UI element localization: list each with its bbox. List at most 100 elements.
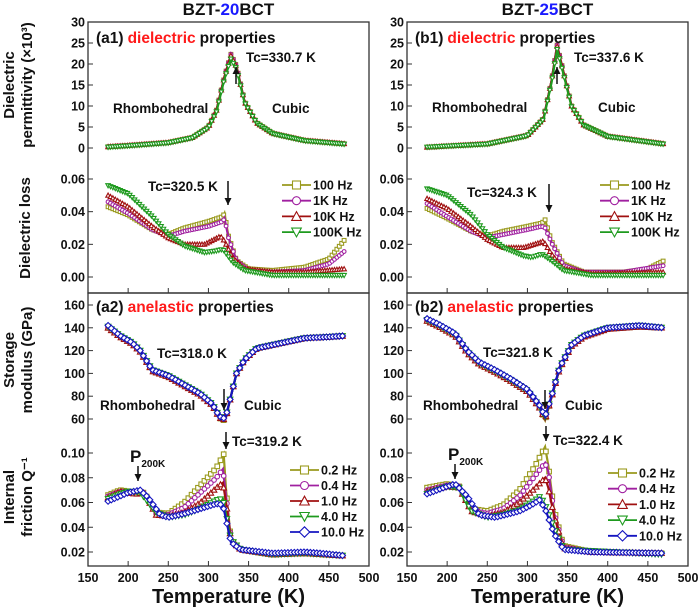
phase-rhombohedral: Rhombohedral — [113, 101, 208, 116]
data-point — [660, 263, 666, 269]
legend-marker — [616, 498, 629, 509]
series-10.0hz — [423, 480, 666, 557]
data-point — [532, 482, 540, 490]
y-tick-label: 140 — [64, 321, 85, 335]
x-axis-label: Temperature (K) — [152, 586, 305, 608]
panel-title: BZT-20BCT — [183, 0, 275, 19]
y-tick-label: 0.00 — [380, 271, 404, 285]
legend-label: 10.0 Hz — [321, 526, 364, 540]
y-tick-label: 160 — [64, 299, 85, 313]
legend-marker — [290, 210, 303, 221]
data-point — [136, 346, 144, 355]
y-tick-label: 0.08 — [380, 471, 404, 485]
tc-friction: Tc=319.2 K — [232, 434, 302, 449]
data-point — [532, 125, 539, 132]
data-point — [235, 364, 244, 372]
legend-item: 100K Hz — [282, 226, 362, 240]
title-part: BCT — [558, 0, 594, 19]
y-tick-label: 0.02 — [380, 546, 404, 560]
data-point — [223, 519, 231, 528]
data-point — [465, 495, 473, 503]
data-point — [527, 130, 534, 136]
phase-cubic: Cubic — [272, 101, 310, 116]
phase-rhombohedral: Rhombohedral — [432, 100, 527, 115]
series-100khz — [423, 46, 667, 151]
y-tick-label: 0.02 — [61, 238, 85, 252]
y-tick-label: 140 — [383, 321, 404, 335]
x-tick-label: 200 — [437, 571, 458, 585]
data-point — [123, 336, 132, 344]
data-point — [230, 60, 237, 67]
legend-marker — [609, 196, 620, 206]
legend-marker — [608, 210, 621, 221]
data-point — [341, 237, 347, 243]
data-point — [126, 204, 133, 211]
data-point — [216, 500, 225, 509]
data-point — [145, 220, 153, 227]
arrowhead-icon — [545, 205, 553, 212]
data-point — [554, 250, 560, 256]
legend-label: 4.0 Hz — [639, 514, 675, 528]
tc-loss: Tc=320.5 K — [148, 179, 218, 194]
data-point — [461, 490, 470, 499]
data-point — [561, 75, 568, 82]
data-point — [530, 466, 536, 472]
data-point — [214, 463, 221, 470]
y-tick-label: 0.06 — [61, 173, 85, 187]
y-tick-label: 30 — [71, 16, 85, 30]
series-10.0hz — [104, 321, 347, 422]
data-point — [542, 507, 550, 515]
data-point — [220, 247, 227, 254]
data-point — [532, 397, 541, 405]
data-point — [226, 395, 234, 404]
data-point — [545, 487, 553, 495]
data-point — [340, 265, 348, 272]
y-tick-label: 10 — [390, 100, 404, 114]
data-point — [551, 532, 560, 540]
data-point — [557, 255, 562, 261]
y-tick-label: 160 — [383, 299, 404, 313]
data-point — [232, 369, 241, 378]
y-tick-label: 0.06 — [61, 496, 85, 510]
panel-tag: (a1) — [96, 30, 124, 47]
y-tick-label: 20 — [71, 58, 85, 72]
legend-item: 100K Hz — [600, 226, 680, 240]
data-point — [128, 206, 136, 213]
data-point — [204, 474, 211, 481]
y-tick-label: 5 — [397, 121, 404, 135]
data-point — [208, 119, 215, 125]
data-point — [549, 251, 556, 258]
data-point — [452, 330, 460, 339]
arrowhead-icon — [553, 67, 561, 74]
data-point — [237, 83, 244, 90]
data-point — [542, 410, 550, 418]
series-100khz — [423, 186, 667, 279]
y-tick-label: 30 — [390, 16, 404, 30]
panel-tag: (b1) — [415, 30, 443, 47]
anelastic-frame — [406, 292, 689, 567]
data-point — [149, 500, 157, 509]
data-point — [542, 476, 550, 484]
data-point — [225, 63, 232, 70]
y-axis-label-perm: permittivity (×10³) — [19, 22, 36, 147]
data-point — [472, 217, 479, 224]
data-point — [214, 473, 221, 480]
data-point — [476, 230, 484, 237]
legend-label: 0.4 Hz — [639, 482, 675, 496]
data-point — [525, 132, 532, 139]
data-point — [493, 367, 502, 376]
data-point — [573, 111, 580, 118]
x-tick-label: 450 — [637, 571, 658, 585]
y-tick-label: 0.06 — [380, 496, 404, 510]
x-tick-label: 300 — [517, 571, 538, 585]
data-point — [506, 374, 515, 383]
y-tick-label: 0.02 — [61, 546, 85, 560]
data-point — [477, 359, 486, 367]
y-tick-label: 120 — [64, 344, 85, 358]
data-point — [338, 551, 347, 560]
data-point — [142, 357, 151, 365]
y-tick-label: 60 — [71, 413, 85, 427]
legend-item: 4.0 Hz — [290, 510, 357, 524]
